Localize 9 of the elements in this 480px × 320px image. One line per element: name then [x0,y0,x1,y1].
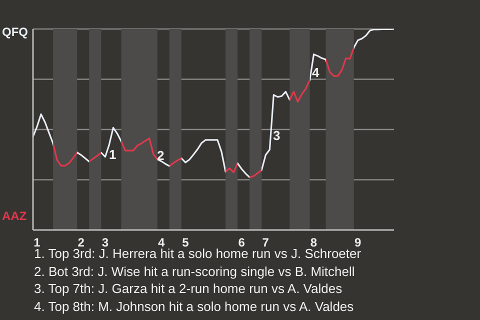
text: 2. Bot 3rd: J. Wise hit a run-scoring single vs B. Mitchell [34,262,356,280]
text: QFQ [2,25,28,39]
text: AAZ [2,209,27,223]
text: 4. Top 8th: M. Johnson hit a solo home run vs A. Valdes [34,298,355,316]
annotation: 2 [157,148,164,164]
annotation: 3 [273,128,280,144]
annotation: 1 [109,147,116,163]
annotation: 4 [312,65,320,81]
text: 3. Top 7th: J. Garza hit a 2-run home run vs A. Valdes [34,280,344,298]
